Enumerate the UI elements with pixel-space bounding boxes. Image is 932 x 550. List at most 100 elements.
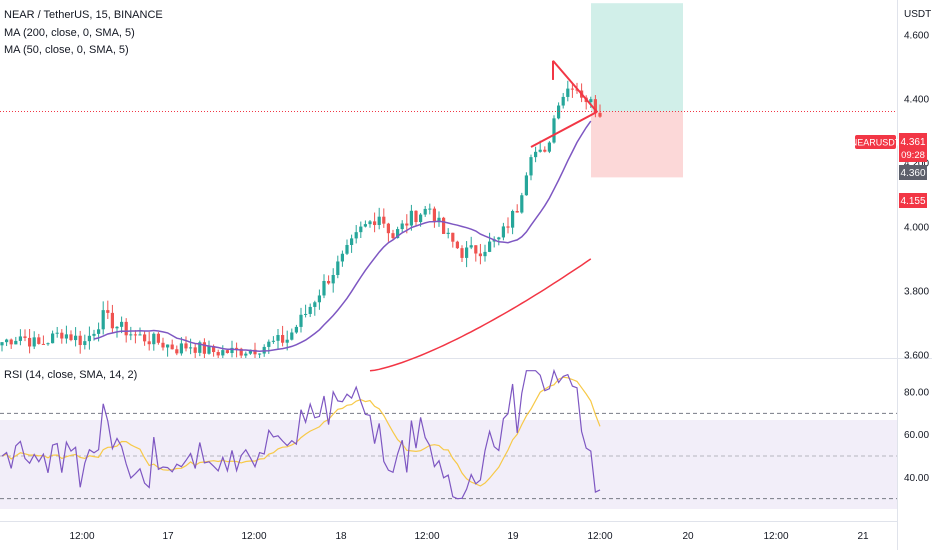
candle	[391, 229, 395, 241]
rsi-axis[interactable]: 80.00 60.00 40.00	[904, 388, 929, 484]
symbol-badge: NEARUSDT	[851, 135, 901, 149]
candle-body	[74, 335, 78, 341]
candle-body	[345, 244, 349, 254]
price-axis-unit: USDT	[904, 9, 931, 20]
candle-body	[64, 334, 68, 339]
candle	[216, 349, 220, 358]
candle	[41, 335, 45, 345]
candle-body	[561, 96, 565, 106]
candle	[106, 300, 110, 319]
long-position-loss-zone[interactable]	[591, 111, 683, 178]
time-tick-label: 20	[682, 531, 694, 542]
candle	[271, 336, 275, 344]
candle-body	[244, 353, 248, 356]
ma200-legend[interactable]: MA (200, close, 0, SMA, 5)	[4, 27, 135, 39]
time-tick-label: 12:00	[69, 531, 94, 542]
candle-body	[138, 334, 142, 336]
candle-body	[294, 326, 298, 333]
candle	[281, 325, 285, 347]
candle	[244, 351, 248, 358]
candle-body	[189, 347, 193, 349]
candle-body	[543, 149, 547, 152]
candle-body	[405, 223, 409, 226]
candle	[455, 240, 459, 250]
candle	[175, 345, 179, 356]
candle-body	[143, 334, 147, 342]
candle	[377, 207, 381, 230]
candle-body	[359, 226, 363, 233]
candle	[350, 234, 354, 253]
time-tick-label: 17	[162, 531, 174, 542]
candle-body	[198, 342, 202, 353]
candle-body	[589, 99, 593, 103]
candle-body	[179, 343, 183, 354]
candle-body	[129, 334, 133, 336]
candle-body	[239, 348, 243, 356]
price-tick-label: 3.800	[904, 286, 929, 297]
candle	[74, 327, 78, 347]
long-position-profit-zone[interactable]	[591, 3, 683, 112]
price-axis[interactable]: 4.600 4.400 4.200 4.000 3.800 3.600	[904, 31, 929, 362]
candle-body	[69, 334, 73, 341]
candle	[373, 212, 377, 233]
candle-body	[313, 302, 317, 307]
candle	[345, 239, 349, 255]
candle-body	[497, 237, 501, 240]
candle	[166, 344, 170, 357]
candle-body	[570, 88, 574, 90]
candle-body	[478, 253, 482, 257]
candle	[483, 244, 487, 262]
candle-body	[414, 210, 418, 223]
triangle-pattern-drawing[interactable]	[530, 60, 598, 148]
price-tick-label: 4.200	[904, 159, 929, 170]
candle-body	[9, 339, 13, 345]
triangle-lower-line[interactable]	[530, 110, 598, 148]
main-price-pane[interactable]	[0, 0, 897, 358]
candle-body	[41, 343, 45, 345]
price-tick-label: 4.600	[904, 31, 929, 42]
symbol-title[interactable]: NEAR / TetherUS, 15, BINANCE	[4, 9, 163, 21]
candle	[409, 204, 413, 231]
candle-body	[175, 349, 179, 354]
candle	[110, 304, 114, 333]
candle-body	[538, 149, 542, 152]
candle-body	[354, 232, 358, 239]
time-axis[interactable]: 12:00 17 12:00 18 12:00 19 12:00 20 12:00 21	[69, 531, 869, 542]
ma50-legend[interactable]: MA (50, close, 0, SMA, 5)	[4, 44, 129, 56]
candle	[382, 208, 386, 228]
candle-body	[92, 333, 96, 336]
candle-body	[304, 313, 308, 315]
candle	[32, 331, 36, 350]
triangle-upper-line[interactable]	[552, 60, 598, 113]
candle	[451, 232, 455, 248]
time-tick-label: 21	[857, 531, 869, 542]
candle-body	[377, 216, 381, 226]
candle	[354, 225, 358, 244]
candle	[120, 316, 124, 334]
candle	[446, 228, 450, 239]
candle	[46, 342, 50, 346]
candle-body	[207, 346, 211, 354]
candle-body	[106, 310, 110, 313]
candle-body	[409, 210, 413, 226]
candle	[170, 339, 174, 350]
candle-body	[566, 88, 570, 97]
svg-text:4.360: 4.360	[900, 168, 925, 179]
candle-body	[110, 312, 114, 329]
candle-body	[267, 341, 271, 347]
candle-body	[488, 241, 492, 252]
candle-body	[534, 151, 538, 158]
candle	[189, 338, 193, 355]
candle-body	[115, 326, 119, 329]
candle-body	[124, 321, 128, 336]
candle-body	[216, 352, 220, 356]
rsi-legend[interactable]: RSI (14, close, SMA, 14, 2)	[4, 369, 138, 381]
rsi-tick-label: 60.00	[904, 430, 929, 441]
candle-body	[225, 350, 229, 354]
candle	[23, 329, 27, 342]
candle	[423, 205, 427, 217]
candle-body	[258, 353, 262, 355]
candle	[124, 318, 128, 343]
candle	[414, 210, 418, 227]
time-tick-label: 19	[507, 531, 519, 542]
